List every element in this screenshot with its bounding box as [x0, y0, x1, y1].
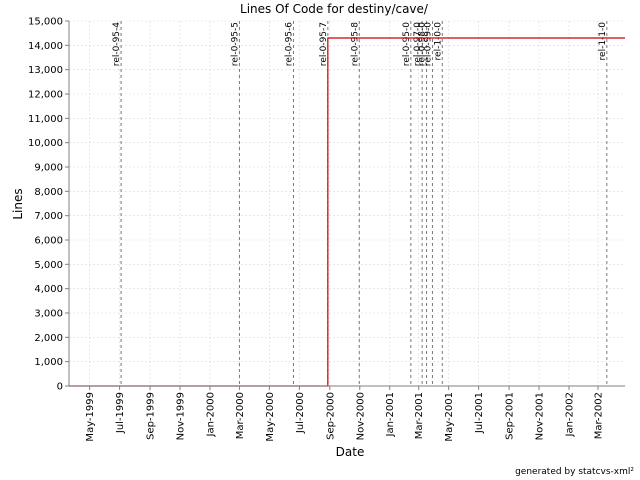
- y-tick-label: 9,000: [34, 163, 63, 174]
- chart-title: Lines Of Code for destiny/cave/: [240, 2, 429, 16]
- y-tick-label: 10,000: [28, 138, 63, 149]
- x-tick-label: Jul-1999: [115, 392, 126, 434]
- release-marker-label: rel-0-95-7: [319, 22, 329, 66]
- x-tick-label: Sep-2001: [505, 392, 516, 440]
- x-tick-label: May-2001: [444, 392, 455, 442]
- release-marker-label: rel-0-95-5: [230, 22, 240, 66]
- release-marker-label: rel-0-98-0: [418, 22, 428, 66]
- y-tick-label: 2,000: [34, 333, 63, 344]
- x-tick-label: May-1999: [85, 392, 96, 442]
- y-tick-label: 3,000: [34, 309, 63, 320]
- y-tick-label: 12,000: [28, 90, 63, 101]
- x-tick-label: Nov-1999: [176, 392, 187, 440]
- y-axis-label: Lines: [11, 188, 25, 219]
- y-tick-label: 1,000: [34, 357, 63, 368]
- release-markers: rel-0-95-4 rel-0-95-5 rel-0-95-6 rel-0-95-7…: [112, 21, 608, 386]
- x-tick-label: Jan-2000: [205, 392, 216, 437]
- y-tick-label: 13,000: [28, 65, 63, 76]
- x-tick-label: Sep-1999: [146, 392, 157, 440]
- y-tick-label: 7,000: [34, 211, 63, 222]
- grid: [69, 20, 625, 386]
- release-marker-label: rel-0-95-8: [350, 22, 360, 66]
- x-tick-label: Sep-2000: [325, 392, 336, 440]
- release-marker-label: rel-0-99-0: [423, 22, 433, 66]
- y-tick-label: 0: [57, 382, 63, 393]
- y-tick-label: 15,000: [28, 17, 63, 28]
- x-axis-label: Date: [336, 445, 365, 459]
- x-tick-label: Nov-2001: [535, 392, 546, 440]
- x-tick-label: Mar-2001: [414, 392, 425, 439]
- x-tick-label: Jan-2002: [565, 392, 576, 437]
- release-marker-label: rel-0-95-4: [112, 22, 122, 66]
- release-marker-label: rel-0-95-0: [402, 22, 412, 66]
- y-tick-label: 11,000: [28, 114, 63, 125]
- y-ticks: 0 1,000 2,000 3,000 4,000 5,000 6,000 7,000 8,00…: [28, 17, 69, 393]
- y-tick-label: 14,000: [28, 41, 63, 52]
- x-tick-label: Mar-2000: [235, 392, 246, 439]
- x-tick-label: Mar-2002: [593, 392, 604, 439]
- x-ticks: May-1999 Jul-1999 Sep-1999 Nov-1999 Jan-2000…: [85, 386, 604, 442]
- x-tick-label: Jul-2000: [295, 392, 306, 434]
- y-tick-label: 8,000: [34, 187, 63, 198]
- release-marker-label: rel-1-0-0: [433, 22, 443, 61]
- y-tick-label: 4,000: [34, 284, 63, 295]
- axes: [68, 21, 625, 387]
- release-marker-label: rel-0-97-0: [413, 22, 423, 66]
- y-tick-label: 5,000: [34, 260, 63, 271]
- release-marker-label: rel-0-95-6: [284, 22, 294, 66]
- footer-credit: generated by statcvs-xml²: [515, 467, 634, 477]
- x-tick-label: May-2000: [265, 392, 276, 442]
- x-tick-label: Jul-2001: [474, 392, 485, 434]
- y-tick-label: 6,000: [34, 236, 63, 247]
- x-tick-label: Nov-2000: [355, 392, 366, 440]
- x-tick-label: Jan-2001: [385, 392, 396, 437]
- release-marker-label: rel-1-1-0: [598, 22, 608, 61]
